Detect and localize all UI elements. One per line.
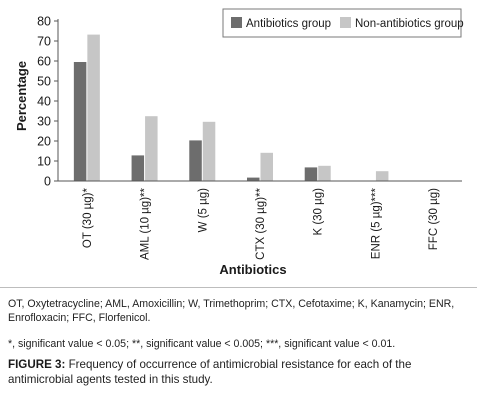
axes-layer [54,19,462,182]
y-tick-label: 40 [37,95,51,109]
y-tick-label: 60 [37,55,51,69]
figure-caption-text: Frequency of occurrence of antimicrobial… [8,358,412,386]
x-axis-label: Antibiotics [219,262,286,277]
legend-swatch-antibiotics [231,17,242,28]
x-tick-label: FFC (30 µg) [428,188,440,250]
bar-non-antibiotics-1 [145,116,158,181]
figure-label: FIGURE 3: [8,358,66,371]
x-tick-label: W (5 µg) [197,188,209,232]
y-tick-label: 50 [37,75,51,89]
bar-non-antibiotics-4 [318,165,331,181]
y-tick-label: 30 [37,115,51,129]
bar-non-antibiotics-0 [87,34,100,181]
legend-label-antibiotics: Antibiotics group [246,18,331,30]
x-tick-label: CTX (30 µg)** [255,187,267,259]
y-axis-label: Percentage [14,61,29,131]
legend-swatch-non-antibiotics [340,17,351,28]
bar-antibiotics-3 [247,177,260,181]
y-tick-label: 20 [37,135,51,149]
x-tick-labels: OT (30 µg)* AML (10 µg)** W (5 µg) CTX (30 … [82,187,440,260]
bar-antibiotics-1 [131,155,145,181]
bars-layer [73,34,389,181]
bar-non-antibiotics-5 [375,171,389,181]
bar-non-antibiotics-3 [260,152,273,181]
bar-antibiotics-2 [189,140,202,181]
footnote-significance: *, significant value < 0.05; **, signifi… [8,338,396,350]
legend: Antibiotics group Non-antibiotics group [222,8,464,38]
bar-chart: 0 10 20 30 40 50 60 70 80 OT (30 µg)* AML (10 µg)… [14,8,464,277]
footnote-abbreviations: OT, Oxytetracycline; AML, Amoxicillin; W… [8,298,455,324]
y-tick-labels: 0 10 20 30 40 50 60 70 80 [37,15,51,189]
figure-caption: FIGURE 3: Frequency of occurrence of ant… [8,357,470,387]
y-tick-label: 70 [37,35,51,49]
x-tick-label: ENR (5 µg)*** [370,187,382,259]
bar-antibiotics-0 [73,62,87,181]
x-tick-label: AML (10 µg)** [140,187,152,260]
bar-antibiotics-4 [304,167,318,181]
bar-non-antibiotics-2 [202,121,216,181]
x-tick-label: OT (30 µg)* [82,187,94,248]
y-tick-label: 80 [37,15,51,29]
separator [0,287,477,288]
y-tick-label: 10 [37,155,51,169]
y-tick-label: 0 [44,175,51,189]
legend-label-non-antibiotics: Non-antibiotics group [355,18,464,30]
x-tick-label: K (30 µg) [313,188,325,236]
